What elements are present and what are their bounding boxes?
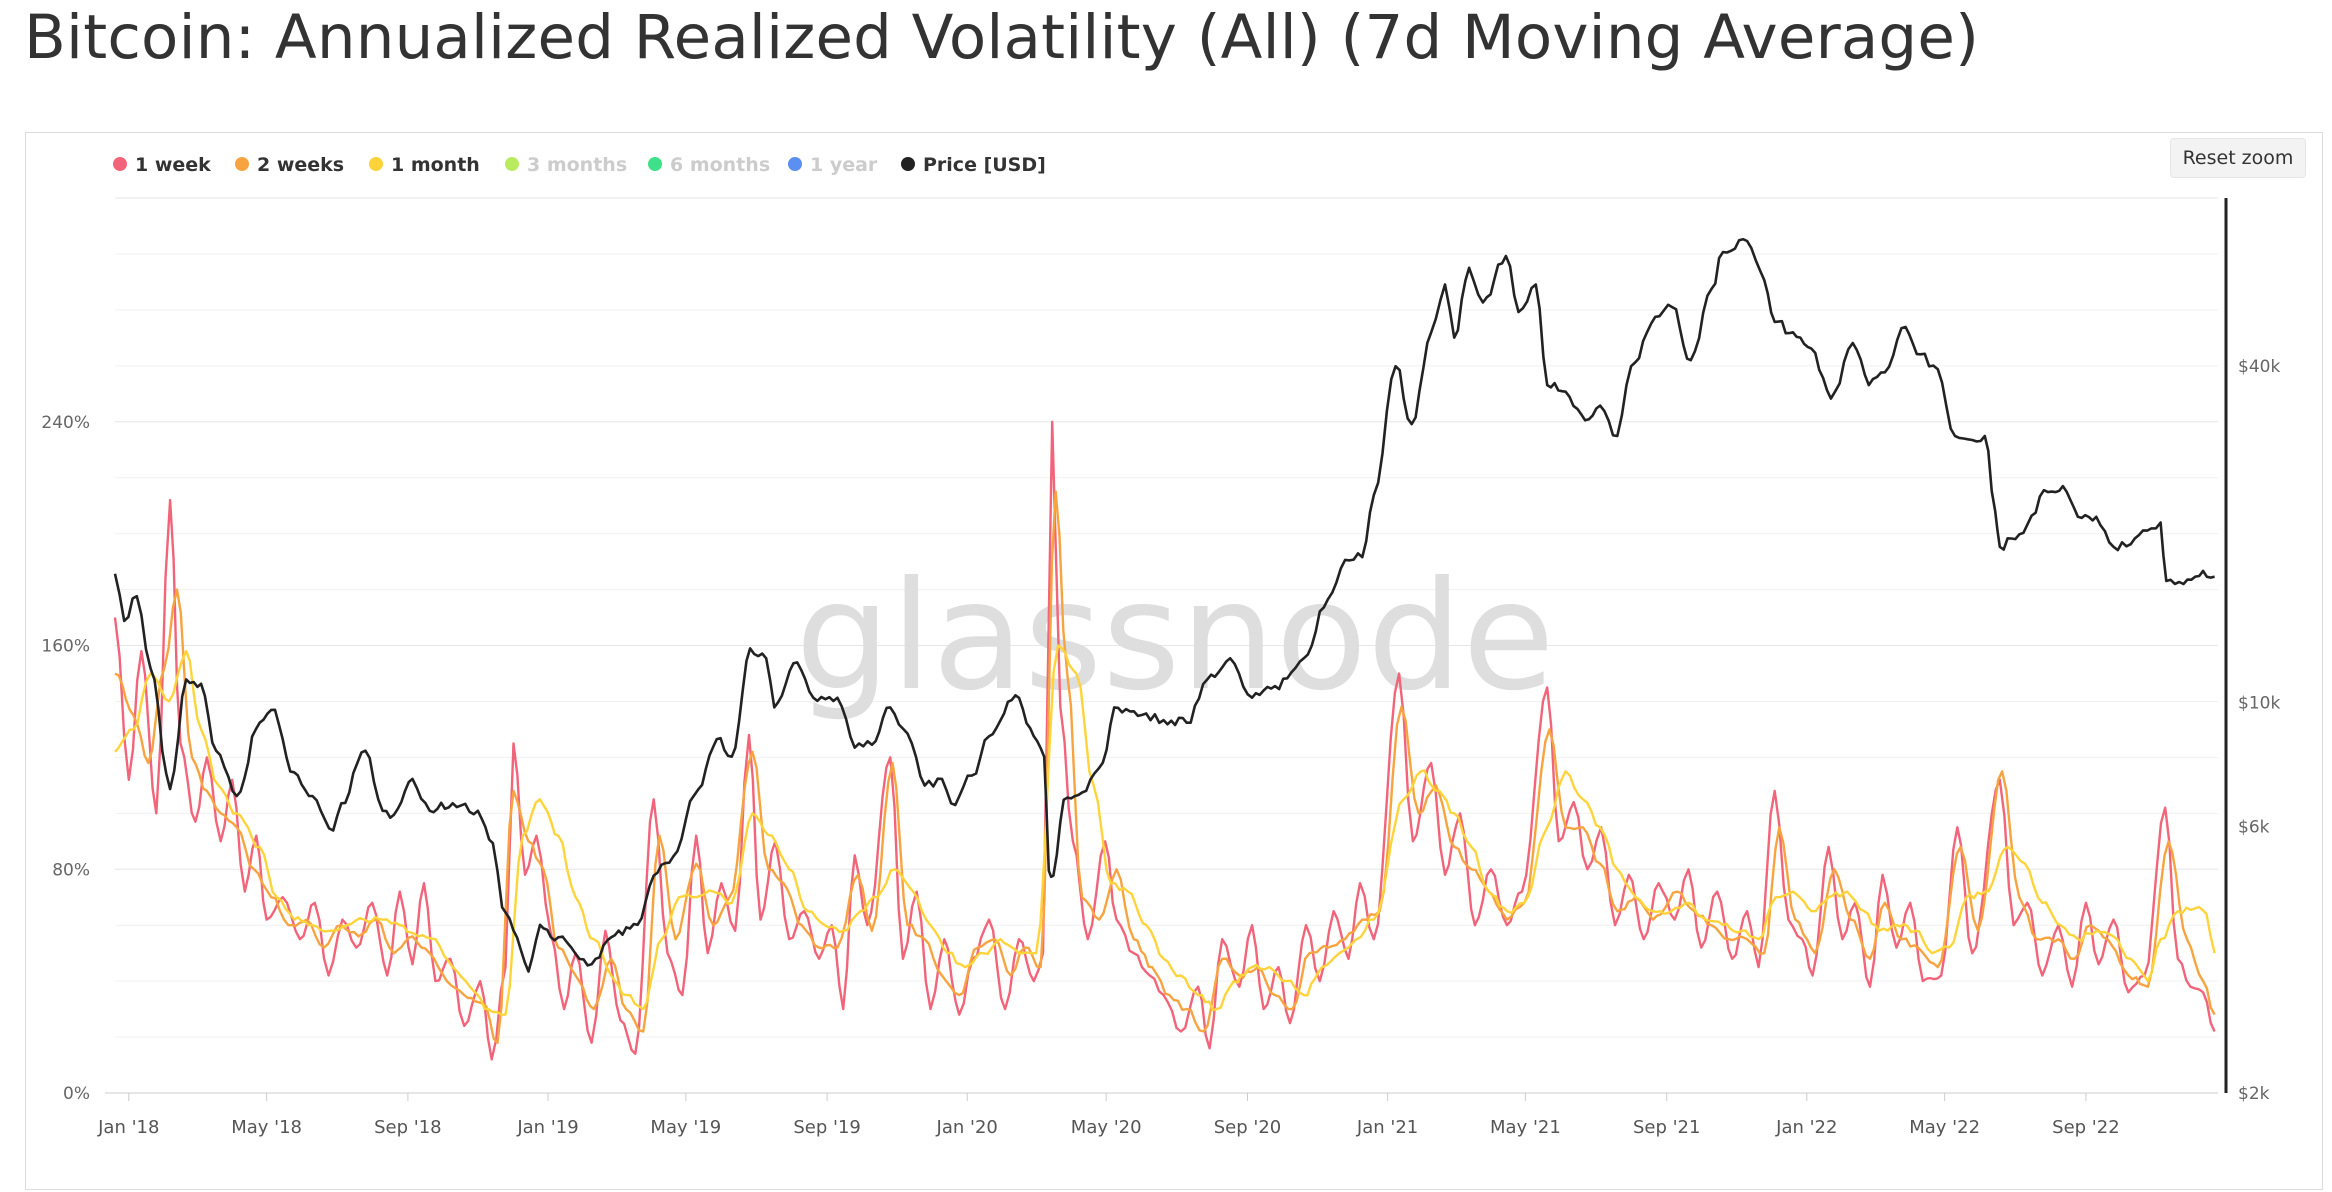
y-right-tick-label: $10k — [2238, 694, 2280, 714]
legend-label: 1 month — [391, 154, 480, 176]
y-left-tick-label: 160% — [41, 637, 90, 657]
legend-item-2-weeks[interactable]: 2 weeks — [235, 154, 344, 176]
legend-label: 2 weeks — [257, 154, 344, 176]
x-tick-label: May '18 — [231, 1117, 302, 1138]
y-right-tick-label: $2k — [2238, 1084, 2270, 1104]
watermark-logo: glassnode — [795, 550, 1554, 724]
x-tick-label: Jan '19 — [516, 1117, 578, 1138]
axis-layer: Jan '18 May '18 Sep '18 Jan '19 May '19 Sep '… — [41, 198, 2280, 1138]
x-tick-label: May '22 — [1909, 1117, 1980, 1138]
x-tick-label: Jan '18 — [97, 1117, 159, 1138]
legend-item-6-months[interactable]: 6 months — [648, 154, 770, 176]
legend-label: 1 year — [810, 154, 878, 176]
series-line-1-month — [114, 644, 2216, 1016]
legend-marker — [505, 157, 519, 171]
legend-item-3-months[interactable]: 3 months — [505, 154, 627, 176]
x-tick-label: Sep '18 — [374, 1117, 442, 1138]
series-layer — [113, 237, 2216, 1061]
legend-marker — [235, 157, 249, 171]
x-tick-label: Sep '21 — [1633, 1117, 1701, 1138]
series-line-2-weeks — [114, 490, 2216, 1044]
legend-item-1-year[interactable]: 1 year — [788, 154, 878, 176]
legend-item-1-month[interactable]: 1 month — [369, 154, 480, 176]
y-left-tick-label: 0% — [63, 1084, 90, 1104]
x-tick-label: Jan '20 — [936, 1117, 998, 1138]
legend-label: 1 week — [135, 154, 211, 176]
legend: 1 week 2 weeks 1 month 3 months 6 months 1 ye… — [113, 154, 1046, 176]
x-tick-label: May '19 — [650, 1117, 721, 1138]
x-tick-label: May '21 — [1490, 1117, 1561, 1138]
legend-label: 6 months — [670, 154, 770, 176]
x-tick-label: Sep '20 — [1214, 1117, 1282, 1138]
legend-marker — [113, 157, 127, 171]
y-left-tick-label: 240% — [41, 413, 90, 433]
legend-marker — [788, 157, 802, 171]
legend-marker — [369, 157, 383, 171]
legend-item-price-usd[interactable]: Price [USD] — [901, 154, 1046, 176]
series-line-1-week — [113, 420, 2216, 1061]
y-right-tick-label: $40k — [2238, 357, 2280, 377]
legend-item-1-week[interactable]: 1 week — [113, 154, 211, 176]
x-tick-label: Sep '19 — [793, 1117, 861, 1138]
series-line-price-usd — [113, 237, 2215, 973]
x-tick-label: May '20 — [1071, 1117, 1142, 1138]
legend-marker — [648, 157, 662, 171]
x-tick-label: Jan '22 — [1775, 1117, 1837, 1138]
y-left-tick-label: 80% — [52, 860, 90, 880]
legend-label: 3 months — [527, 154, 627, 176]
reset-zoom-button[interactable]: Reset zoom — [2170, 138, 2306, 178]
legend-marker — [901, 157, 915, 171]
y-right-tick-label: $6k — [2238, 817, 2270, 837]
legend-label: Price [USD] — [923, 154, 1046, 176]
x-tick-label: Sep '22 — [2052, 1117, 2120, 1138]
page-title: Bitcoin: Annualized Realized Volatility … — [24, 2, 1980, 73]
x-tick-label: Jan '21 — [1356, 1117, 1418, 1138]
